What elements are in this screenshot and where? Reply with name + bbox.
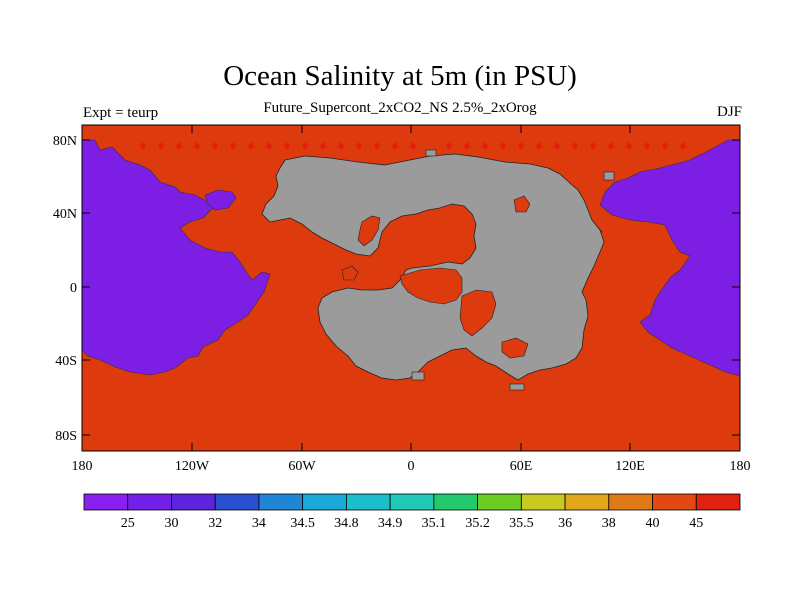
lat-label-0: 0 bbox=[70, 281, 77, 296]
colorbar-label-1: 25 bbox=[121, 516, 135, 531]
dot-26 bbox=[608, 142, 614, 150]
colorbar-box-3 bbox=[171, 493, 216, 511]
experiment-label: Expt = teurp bbox=[83, 105, 159, 121]
dot-30 bbox=[680, 142, 686, 150]
low-salinity-region-northwest bbox=[81, 139, 271, 376]
low-salinity-region-east bbox=[599, 139, 741, 377]
map-title: Ocean Salinity at 5m (in PSU) bbox=[223, 60, 577, 92]
inland-sea-central bbox=[399, 267, 463, 305]
colorbar-box-8 bbox=[389, 493, 435, 511]
island-small-1 bbox=[425, 149, 437, 157]
lon-label-120w: 120W bbox=[175, 459, 210, 474]
season-label: DJF bbox=[716, 104, 742, 120]
lat-label-40s: 40S bbox=[55, 354, 77, 369]
lon-label-120e: 120E bbox=[615, 459, 645, 474]
dot-8 bbox=[266, 142, 272, 150]
lon-label-60e: 60E bbox=[510, 459, 533, 474]
colorbar bbox=[83, 493, 741, 511]
dot-9 bbox=[284, 142, 290, 150]
dot-1 bbox=[140, 142, 146, 150]
colorbar-label-10: 35.5 bbox=[509, 516, 534, 531]
colorbar-labels: 25 30 32 34 34.5 34.8 34.9 35.1 35.2 35.5 36 38 40 45 bbox=[121, 516, 704, 531]
dot-7 bbox=[248, 142, 254, 150]
dot-29 bbox=[662, 142, 668, 150]
dot-23 bbox=[554, 142, 560, 150]
dot-10 bbox=[302, 142, 308, 150]
dot-25 bbox=[590, 142, 596, 150]
dot-5 bbox=[212, 142, 218, 150]
inland-sea-north-bay bbox=[513, 195, 531, 213]
map-area bbox=[81, 124, 741, 452]
colorbar-label-4: 34 bbox=[252, 516, 266, 531]
colorbar-label-7: 34.9 bbox=[378, 516, 403, 531]
colorbar-label-11: 36 bbox=[558, 516, 572, 531]
colorbar-label-5: 34.5 bbox=[290, 516, 315, 531]
dot-24 bbox=[572, 142, 578, 150]
colorbar-label-3: 32 bbox=[208, 516, 222, 531]
lon-label-180e: 180 bbox=[730, 459, 751, 474]
dot-6 bbox=[230, 142, 236, 150]
colorbar-label-14: 45 bbox=[689, 516, 703, 531]
colorbar-label-2: 30 bbox=[164, 516, 178, 531]
inland-sea-west bbox=[357, 215, 381, 247]
dot-11 bbox=[320, 142, 326, 150]
dot-20 bbox=[500, 142, 506, 150]
low-salinity-patch-west bbox=[204, 189, 237, 211]
latitude-axis bbox=[82, 139, 740, 436]
dot-14 bbox=[374, 142, 380, 150]
lon-label-0: 0 bbox=[408, 459, 415, 474]
colorbar-label-8: 35.1 bbox=[422, 516, 447, 531]
colorbar-box-13 bbox=[608, 493, 653, 511]
dot-18 bbox=[464, 142, 470, 150]
dot-12 bbox=[338, 142, 344, 150]
colorbar-box-9 bbox=[433, 493, 479, 511]
lat-label-80n: 80N bbox=[53, 134, 77, 149]
inland-sea-south-east bbox=[501, 337, 529, 359]
dot-28 bbox=[644, 142, 650, 150]
map-subtitle: Future_Supercont_2xCO2_NS 2.5%_2xOrog bbox=[263, 100, 537, 116]
dot-13 bbox=[356, 142, 362, 150]
colorbar-box-14 bbox=[652, 493, 697, 511]
inland-sea-south bbox=[459, 289, 497, 337]
northern-dot-row bbox=[140, 142, 686, 150]
lat-label-80s: 80S bbox=[55, 429, 77, 444]
dot-16 bbox=[410, 142, 416, 150]
dot-22 bbox=[536, 142, 542, 150]
dot-3 bbox=[176, 142, 182, 150]
colorbar-label-13: 40 bbox=[646, 516, 660, 531]
latitude-labels: 80N 40N 0 40S 80S bbox=[53, 134, 77, 444]
colorbar-box-4 bbox=[214, 493, 260, 511]
longitude-axis bbox=[81, 125, 741, 451]
colorbar-box-11 bbox=[520, 493, 566, 511]
dot-4 bbox=[194, 142, 200, 150]
colorbar-box-12 bbox=[564, 493, 610, 511]
dot-2 bbox=[158, 142, 164, 150]
island-small-3 bbox=[509, 383, 525, 391]
colorbar-box-15 bbox=[695, 493, 741, 511]
dot-17 bbox=[446, 142, 452, 150]
longitude-labels: 180 120W 60W 0 60E 120E 180 bbox=[72, 459, 751, 474]
lon-label-180w: 180 bbox=[72, 459, 93, 474]
island-small-4 bbox=[603, 171, 615, 181]
colorbar-box-6 bbox=[302, 493, 347, 511]
dot-15 bbox=[392, 142, 398, 150]
dot-27 bbox=[626, 142, 632, 150]
dot-19 bbox=[482, 142, 488, 150]
colorbar-box-10 bbox=[477, 493, 522, 511]
colorbar-label-6: 34.8 bbox=[334, 516, 359, 531]
lon-label-60w: 60W bbox=[288, 459, 316, 474]
lat-label-40n: 40N bbox=[53, 207, 77, 222]
colorbar-box-7 bbox=[345, 493, 391, 511]
inland-sea-small bbox=[341, 265, 359, 281]
colorbar-label-12: 38 bbox=[602, 516, 616, 531]
colorbar-box-5 bbox=[258, 493, 304, 511]
colorbar-label-9: 35.2 bbox=[465, 516, 490, 531]
colorbar-box-2 bbox=[127, 493, 172, 511]
colorbar-box-1 bbox=[83, 493, 129, 511]
island-small-2 bbox=[411, 371, 425, 381]
dot-21 bbox=[518, 142, 524, 150]
